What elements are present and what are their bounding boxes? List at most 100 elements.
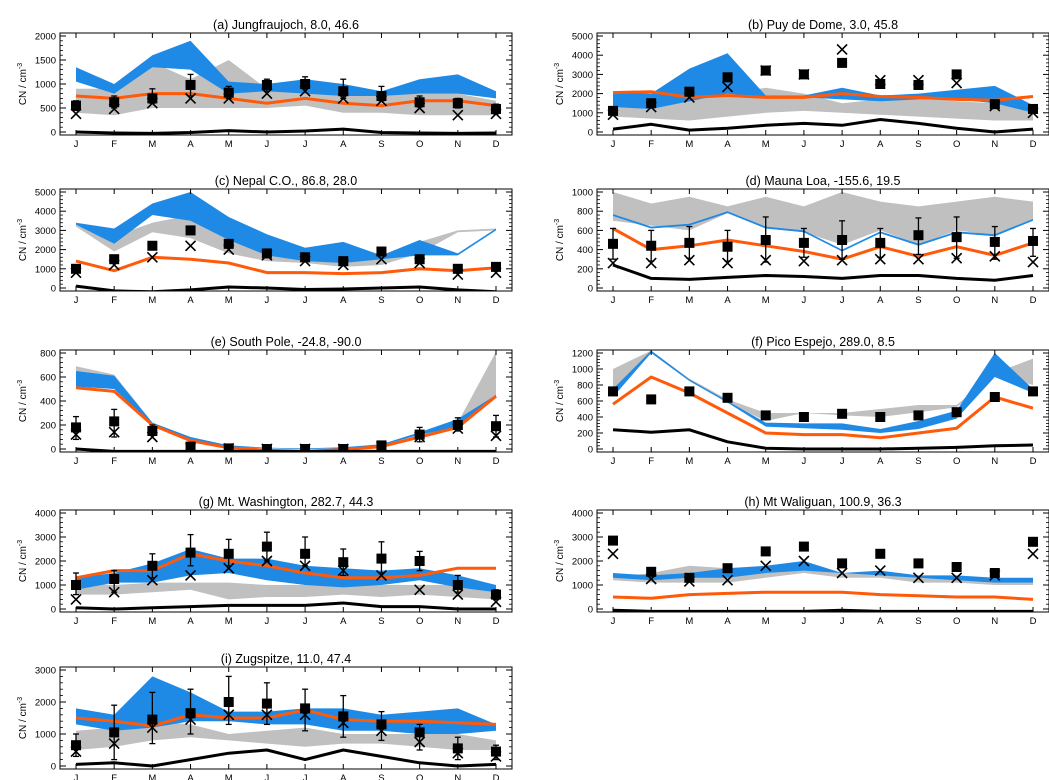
square-marker — [837, 558, 848, 569]
y-tick-label: 2000 — [35, 32, 56, 43]
cross-marker — [184, 92, 197, 104]
y-tick-label: 1000 — [35, 730, 56, 741]
square-marker — [338, 557, 349, 568]
square-marker — [71, 263, 81, 274]
blue-range-band — [76, 192, 496, 263]
x-tick-label: A — [340, 616, 347, 627]
panel-plot-area — [607, 535, 1039, 612]
square-marker — [223, 697, 234, 707]
square-marker — [722, 563, 733, 574]
cross-marker — [836, 254, 848, 266]
square-marker — [837, 57, 848, 68]
cross-marker — [683, 254, 695, 266]
cross-marker — [798, 255, 810, 267]
square-marker — [951, 69, 962, 80]
black-model-line — [75, 748, 497, 768]
x-tick-label: A — [340, 139, 347, 150]
x-tick-label: J — [265, 295, 270, 306]
x-tick-label: O — [953, 295, 960, 306]
orange-model-line — [612, 590, 1034, 601]
y-tick-label: 600 — [577, 397, 593, 408]
square-marker — [1028, 103, 1038, 114]
black-model-line — [75, 601, 496, 611]
square-marker — [989, 236, 1000, 247]
x-tick-label: J — [840, 616, 845, 627]
blue-range-band — [613, 561, 1033, 583]
x-tick-label: M — [685, 456, 693, 467]
x-tick-label: M — [225, 616, 233, 627]
panel-plot-area — [70, 675, 502, 768]
y-tick-label: 1000 — [572, 188, 593, 199]
y-tick-label: 1000 — [572, 365, 593, 376]
panel-title: (b) Puy de Dome, 3.0, 45.8 — [748, 18, 898, 32]
y-axis-label-text: CN / cm — [555, 546, 566, 582]
y-tick-label: 0 — [51, 605, 56, 616]
y-axis-label: CN / cm-3 — [17, 63, 29, 105]
y-axis-label-superscript: -3 — [17, 540, 24, 546]
y-axis-label-superscript: -3 — [17, 219, 24, 225]
cross-marker — [490, 430, 502, 442]
square-marker — [185, 79, 196, 90]
y-axis-label-text: CN / cm — [18, 546, 29, 582]
y-tick-label: 600 — [40, 373, 56, 384]
square-marker — [913, 558, 924, 569]
x-tick-label: A — [724, 295, 731, 306]
square-marker — [646, 98, 657, 109]
y-axis-label-text: CN / cm — [18, 703, 29, 739]
y-tick-label: 0 — [51, 128, 56, 139]
square-marker — [376, 553, 387, 564]
square-marker — [646, 566, 657, 577]
x-tick-label: S — [915, 139, 921, 150]
square-marker — [646, 394, 657, 405]
square-marker — [722, 241, 733, 252]
x-tick-label: N — [454, 773, 461, 780]
y-axis-label-superscript: -3 — [554, 63, 561, 69]
panel-frame — [59, 188, 513, 292]
x-tick-label: F — [111, 295, 117, 306]
square-marker — [147, 714, 158, 725]
square-marker — [798, 541, 809, 552]
x-tick-label: F — [648, 616, 654, 627]
y-axis-label: CN / cm-3 — [554, 63, 566, 105]
square-marker — [452, 98, 463, 109]
y-tick-label: 5000 — [572, 32, 593, 43]
panel-plot-area — [70, 192, 502, 291]
cross-marker — [798, 555, 810, 567]
x-tick-label: O — [416, 456, 423, 467]
square-marker — [147, 560, 158, 571]
x-tick-label: A — [187, 616, 194, 627]
square-marker — [608, 386, 618, 397]
x-tick-label: N — [991, 139, 998, 150]
y-tick-label: 2000 — [35, 245, 56, 256]
square-marker — [109, 97, 120, 108]
y-tick-label: 1000 — [35, 581, 56, 592]
panel-frame — [596, 349, 1049, 453]
y-axis-label: CN / cm-3 — [554, 540, 566, 582]
y-axis-label-superscript: -3 — [554, 380, 561, 386]
square-marker — [951, 407, 962, 418]
square-marker — [875, 412, 886, 422]
y-axis-label-text: CN / cm — [555, 225, 566, 261]
x-tick-label: M — [148, 456, 156, 467]
x-tick-label: J — [802, 295, 807, 306]
x-tick-label: O — [416, 139, 423, 150]
cross-marker — [184, 240, 197, 252]
panel-plot-area — [607, 192, 1039, 282]
square-marker — [376, 91, 387, 101]
x-tick-label: A — [877, 295, 884, 306]
panel-8: 0 1000 2000 3000 4000 J F M A M J J A S O N D (h) Mt Wali… — [554, 495, 1049, 627]
x-tick-label: N — [991, 456, 998, 467]
x-tick-label: S — [915, 295, 921, 306]
x-tick-label: D — [493, 456, 500, 467]
x-tick-label: O — [416, 773, 423, 780]
square-marker — [109, 254, 120, 265]
square-marker — [109, 574, 120, 584]
black-model-line — [75, 284, 497, 291]
y-tick-label: 4000 — [572, 51, 593, 62]
square-marker — [261, 79, 272, 90]
x-tick-label: M — [148, 616, 156, 627]
x-tick-label: J — [74, 295, 79, 306]
cross-marker — [414, 736, 426, 748]
y-axis-label: CN / cm-3 — [554, 219, 566, 261]
x-tick-label: N — [454, 616, 461, 627]
